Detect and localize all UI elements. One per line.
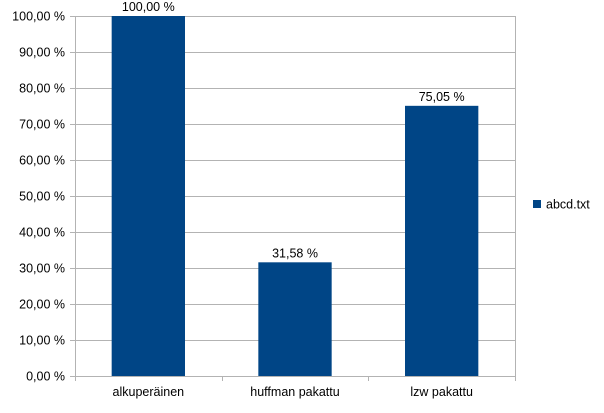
y-tick-label: 10,00 %: [19, 334, 65, 348]
x-axis: alkuperäinen huffman pakattu lzw pakattu: [75, 376, 516, 399]
y-tick-label: 80,00 %: [19, 82, 65, 96]
y-tick-label: 0,00 %: [26, 370, 65, 384]
data-label: 75,05 %: [419, 90, 465, 104]
bars: 100,00 % 31,58 % 75,05 %: [111, 0, 479, 376]
y-tick-label: 90,00 %: [19, 46, 65, 60]
legend: abcd.txt: [533, 198, 590, 212]
legend-swatch: [533, 200, 541, 208]
legend-label: abcd.txt: [546, 198, 590, 212]
y-tick-label: 20,00 %: [19, 298, 65, 312]
bar: [111, 16, 185, 376]
y-tick-label: 40,00 %: [19, 226, 65, 240]
data-label: 31,58 %: [272, 246, 318, 260]
x-tick-label: huffman pakattu: [250, 385, 339, 399]
y-tick-label: 60,00 %: [19, 154, 65, 168]
y-tick-label: 30,00 %: [19, 262, 65, 276]
y-tick-label: 100,00 %: [12, 10, 65, 24]
y-tick-label: 50,00 %: [19, 190, 65, 204]
data-label: 100,00 %: [122, 0, 175, 14]
bar: [258, 262, 332, 376]
bar: [405, 105, 479, 376]
x-tick-label: alkuperäinen: [113, 385, 185, 399]
y-tick-label: 70,00 %: [19, 118, 65, 132]
y-axis: 0,00 % 10,00 % 20,00 % 30,00 % 40,00 % 50,00 …: [12, 10, 75, 384]
x-tick-label: lzw pakattu: [410, 385, 473, 399]
